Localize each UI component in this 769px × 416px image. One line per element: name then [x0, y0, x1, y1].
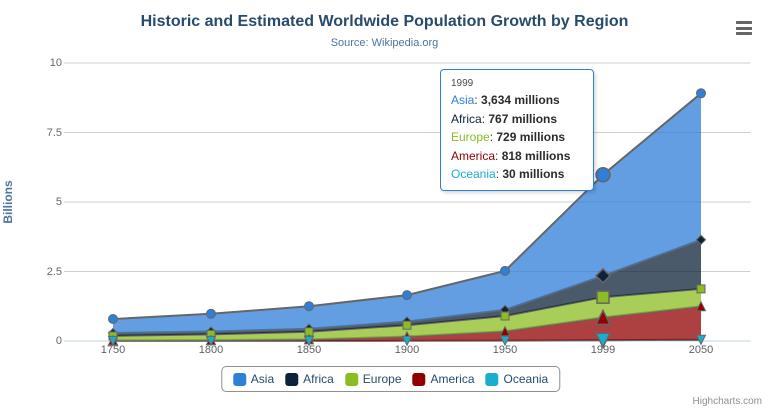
point-asia-1800[interactable]: [206, 308, 216, 319]
xaxis-label: 1800: [198, 344, 224, 356]
point-america-2050[interactable]: [695, 300, 707, 312]
legend-swatch-icon: [412, 372, 426, 386]
legend-swatch-icon: [344, 372, 358, 386]
xaxis-label: 1850: [296, 344, 322, 356]
tooltip-row: Africa: 767 millions: [451, 111, 558, 126]
point-asia-1750[interactable]: [108, 314, 118, 324]
point-asia-1950[interactable]: [500, 265, 510, 276]
legend: Asia Africa Europe America Oceania: [220, 366, 561, 392]
yaxis-label: 5: [55, 196, 62, 208]
tooltip-series-name: Asia: [451, 93, 475, 107]
point-africa-2050[interactable]: [695, 234, 707, 246]
legend-label: Oceania: [503, 372, 549, 386]
tooltip-row: Europe: 729 millions: [451, 130, 566, 144]
tooltip-series-name: Africa: [451, 111, 482, 126]
point-africa-1999-hover[interactable]: [594, 267, 612, 284]
chart-title: Historic and Estimated Worldwide Populat…: [140, 13, 629, 30]
area-band-asia[interactable]: [113, 93, 701, 333]
legend-label: Africa: [303, 372, 334, 386]
point-oceania-1900[interactable]: [401, 335, 413, 347]
legend-item-africa[interactable]: Africa: [285, 372, 334, 386]
legend-swatch-icon: [285, 372, 299, 386]
point-oceania-1850[interactable]: [303, 335, 315, 347]
tooltip-series-name: Oceania: [451, 167, 496, 181]
tooltip-row: America: 818 millions: [451, 148, 571, 163]
tooltip-row: Asia: 3,634 millions: [451, 93, 560, 107]
xaxis-label: 1999: [590, 344, 616, 356]
point-europe-1950[interactable]: [500, 311, 510, 321]
tooltip-header: 1999: [451, 78, 474, 89]
point-asia-1999-hover[interactable]: [595, 167, 611, 183]
legend-item-europe[interactable]: Europe: [344, 372, 402, 386]
xaxis-label: 1750: [100, 344, 126, 356]
yaxis-label: 0: [55, 335, 62, 347]
point-europe-1900[interactable]: [402, 320, 412, 330]
point-america-1999-hover[interactable]: [594, 308, 612, 326]
tooltip-row: Oceania: 30 millions: [451, 167, 565, 181]
legend-item-asia[interactable]: Asia: [232, 372, 275, 386]
legend-swatch-icon: [485, 372, 499, 386]
yaxis-label: 2.5: [46, 265, 62, 278]
point-oceania-1950[interactable]: [499, 335, 511, 347]
point-europe-2050[interactable]: [696, 284, 706, 294]
legend-label: America: [430, 372, 475, 386]
tooltip: 1999 Asia: 3,634 millions Africa: 767 mil…: [440, 69, 594, 191]
xaxis-label: 2050: [688, 344, 714, 356]
tooltip-series-name: America: [451, 148, 496, 163]
area-band-america[interactable]: [113, 306, 701, 341]
chart-subtitle: Source: Wikipedia.org: [330, 37, 439, 49]
point-asia-1850[interactable]: [304, 301, 314, 312]
legend-item-oceania[interactable]: Oceania: [485, 372, 549, 386]
tooltip-value: 767 millions: [488, 111, 558, 126]
point-europe-1999-hover[interactable]: [596, 290, 610, 304]
point-asia-2050[interactable]: [696, 88, 706, 99]
xaxis-label: 1900: [394, 344, 420, 356]
legend-item-america[interactable]: America: [412, 372, 475, 386]
point-oceania-1999-hover[interactable]: [594, 332, 612, 349]
tooltip-value: 30 millions: [502, 167, 565, 181]
point-asia-1900[interactable]: [402, 290, 412, 301]
area-band-africa[interactable]: [113, 239, 701, 336]
tooltip-value: 729 millions: [496, 130, 566, 144]
xaxis-label: 1950: [492, 344, 518, 356]
credits-link[interactable]: Highcharts.com: [692, 396, 762, 407]
point-oceania-1750[interactable]: [107, 335, 119, 347]
tooltip-value: 3,634 millions: [481, 93, 560, 107]
point-oceania-1800[interactable]: [205, 335, 217, 347]
tooltip-value: 818 millions: [501, 148, 571, 163]
export-menu-icon[interactable]: [736, 21, 752, 38]
yaxis-label: 7.5: [46, 126, 62, 139]
point-oceania-2050[interactable]: [695, 334, 707, 346]
tooltip-series-name: Europe: [451, 130, 490, 144]
legend-label: Asia: [250, 372, 275, 386]
legend-swatch-icon: [232, 372, 246, 386]
legend-label: Europe: [362, 372, 402, 386]
yaxis-label: 10: [49, 57, 62, 69]
yaxis-title: Billions: [1, 180, 15, 224]
